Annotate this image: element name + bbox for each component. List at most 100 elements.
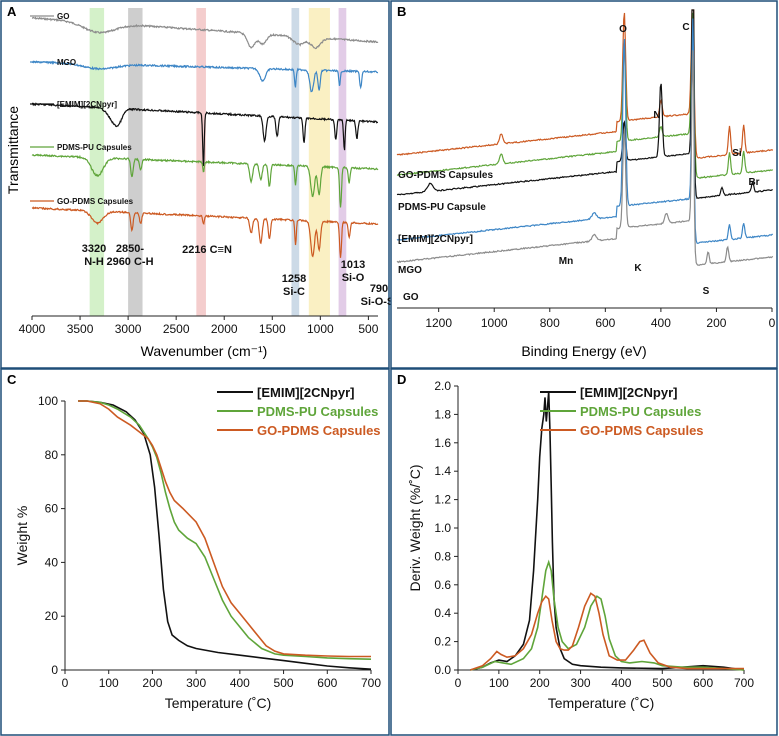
peak-label: Si — [732, 148, 742, 159]
y-tick-label: 2.0 — [434, 379, 451, 393]
band-annotation: 1013 — [341, 259, 365, 271]
x-tick-label: 1500 — [259, 322, 286, 336]
panel-d-chart: 0 100 200 300 400 500 600 700 0.0 0.2 0.4 0.6 0.8 1.0… — [407, 379, 754, 711]
series-label: GO — [403, 292, 419, 303]
x-tick-label: 200 — [142, 676, 162, 690]
x-tick-label: 400 — [230, 676, 250, 690]
y-tick-label: 0.0 — [434, 663, 451, 677]
band-annotation: N-H — [84, 256, 104, 268]
x-tick-label: 3500 — [67, 322, 94, 336]
legend-label: GO-PDMS Capsules — [257, 423, 381, 438]
panel-d-dtg: D 0 100 200 300 400 500 600 700 0.0 0.2 0.4 0.6 0.8 1… — [390, 368, 778, 736]
x-tick-label: 800 — [540, 316, 560, 330]
data-line — [78, 400, 372, 660]
panel-b-letter: B — [397, 4, 406, 19]
x-tick-label: 1000 — [481, 316, 508, 330]
x-tick-label: 600 — [317, 676, 337, 690]
x-tick-label: 700 — [734, 676, 754, 690]
y-tick-label: 0.6 — [434, 578, 451, 592]
panel-c-letter: C — [7, 372, 17, 387]
ftir-series-line — [31, 206, 379, 258]
x-tick-label: 1200 — [425, 316, 452, 330]
panel-b-x-label: Binding Energy (eV) — [521, 343, 646, 359]
x-axis-label: Temperature (˚C) — [548, 695, 655, 711]
legend-label: PDMS-PU Capsules — [580, 404, 701, 419]
legend-label: [EMIM][2CNpyr] — [580, 385, 678, 400]
y-tick-label: 1.6 — [434, 436, 451, 450]
series-label: PDMS-PU Capsules — [57, 143, 132, 152]
y-tick-label: 80 — [45, 448, 59, 462]
x-tick-label: 4000 — [19, 322, 46, 336]
x-tick-label: 600 — [595, 316, 615, 330]
x-tick-label: 200 — [706, 316, 726, 330]
panel-d-letter: D — [397, 372, 406, 387]
legend-label: [EMIM][2CNpyr] — [257, 385, 355, 400]
panel-b-series-labels: GO-PDMS Capsules PDMS-PU Capsule [EMIM][2C… — [398, 170, 493, 303]
panel-a-y-label: Transmittance — [5, 106, 21, 194]
series-label: PDMS-PU Capsule — [398, 202, 486, 213]
series-label: GO-PDMS Capsules — [57, 197, 134, 206]
series-label: [EMIM][2CNpyr] — [57, 100, 117, 109]
band-annotation: 790 — [370, 283, 388, 295]
band-annotation: 2216 C≡N — [182, 244, 232, 256]
panel-b-traces — [396, 9, 774, 266]
x-tick-label: 3000 — [115, 322, 142, 336]
panel-a-traces — [31, 16, 379, 258]
y-tick-label: 0.8 — [434, 549, 451, 563]
y-tick-label: 1.8 — [434, 407, 451, 421]
legend-label: PDMS-PU Capsules — [257, 404, 378, 419]
x-axis-label: Temperature (˚C) — [165, 695, 272, 711]
x-tick-label: 300 — [571, 676, 591, 690]
data-line — [470, 592, 744, 671]
x-tick-label: 1000 — [307, 322, 334, 336]
y-tick-label: 1.2 — [434, 493, 451, 507]
series-label: MGO — [398, 265, 422, 276]
panel-b-x-ticks: 1200 1000 800 600 400 200 0 — [425, 308, 776, 330]
panel-c-tga: C 0 100 200 300 400 500 600 700 0 20 40 60 80 100 Temp… — [0, 368, 390, 736]
panel-b-border — [390, 0, 778, 369]
peak-label: C — [682, 22, 689, 33]
x-tick-label: 0 — [62, 676, 69, 690]
ftir-band — [128, 8, 143, 316]
x-tick-label: 200 — [530, 676, 550, 690]
band-annotation: Si-C — [283, 286, 305, 298]
y-tick-label: 40 — [45, 555, 59, 569]
panel-a-series-labels: GO MGO [EMIM][2CNpyr] PDMS-PU Capsules GO-PD… — [30, 12, 134, 206]
y-tick-label: 20 — [45, 609, 59, 623]
band-annotation: 2850- — [116, 243, 144, 255]
x-tick-label: 300 — [186, 676, 206, 690]
legend-label: GO-PDMS Capsules — [580, 423, 704, 438]
peak-label: Mn — [559, 256, 573, 267]
band-annotation: 2960 C-H — [106, 256, 153, 268]
y-axis-label: Weight % — [14, 506, 30, 566]
data-line — [78, 400, 372, 670]
peak-label: S — [703, 286, 710, 297]
series-label: GO-PDMS Capsules — [398, 170, 493, 181]
x-tick-label: 2500 — [163, 322, 190, 336]
panel-a-border — [0, 0, 390, 369]
panel-c-border — [0, 368, 390, 736]
panel-b-xps: B 1200 1000 800 600 400 200 0 Binding Energy (… — [390, 0, 778, 369]
y-tick-label: 1.0 — [434, 521, 451, 535]
series-label: [EMIM][2CNpyr] — [398, 234, 473, 245]
panel-a-x-ticks: 4000 3500 3000 2500 2000 1500 1000 500 — [19, 316, 379, 336]
x-tick-label: 500 — [652, 676, 672, 690]
ftir-series-line — [31, 153, 379, 208]
panel-a-x-label: Wavenumber (cm⁻¹) — [141, 343, 268, 359]
data-line — [78, 400, 371, 658]
y-axis-label: Deriv. Weight (%/˚C) — [407, 464, 423, 591]
panel-c-chart: 0 100 200 300 400 500 600 700 0 20 40 60 80 100 Temper… — [14, 385, 381, 711]
ftir-band — [308, 8, 330, 316]
xps-series-line — [396, 9, 773, 199]
xps-series-line — [396, 18, 773, 245]
x-tick-label: 400 — [651, 316, 671, 330]
y-tick-label: 60 — [45, 502, 59, 516]
x-tick-label: 2000 — [211, 322, 238, 336]
peak-label: K — [634, 263, 642, 274]
band-annotation: Si-O — [342, 272, 365, 284]
ftir-band — [291, 8, 300, 316]
peak-label: Br — [748, 177, 759, 188]
panel-b-peak-labels: O C N Si Br Mn K S — [559, 22, 760, 297]
